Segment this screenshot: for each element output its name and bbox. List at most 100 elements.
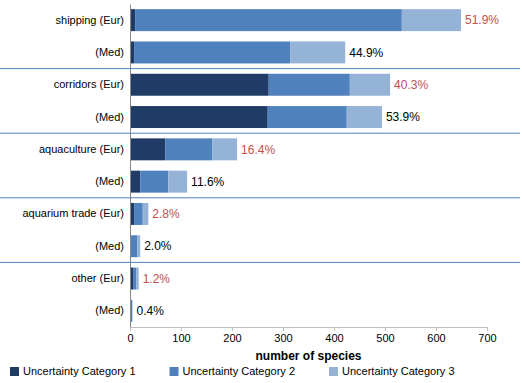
annotation: 53.9%: [386, 110, 420, 124]
x-tick: 300: [274, 327, 292, 344]
series: [131, 9, 402, 322]
x-axis-line: [131, 328, 488, 332]
x-tick-label: 300: [274, 332, 292, 344]
bar-segment: [212, 138, 237, 160]
bar-segment: [133, 268, 136, 290]
series: [132, 9, 461, 322]
y-tick-label: shipping (Eur): [56, 14, 124, 26]
x-tick-mark: [130, 327, 131, 331]
legend-label: Uncertainty Category 1: [23, 365, 136, 377]
x-tick-mark: [232, 327, 233, 331]
annotation: 0.4%: [137, 304, 165, 318]
group-separator: [0, 133, 520, 134]
bar-segment: [290, 41, 345, 63]
group-separator: [0, 197, 520, 198]
bar-segment: [350, 74, 390, 96]
annotations: 51.9% 44.9% 40.3% 53.9% 16.4% 11.6% 2.8% 2.0% 1.…: [137, 13, 500, 318]
x-tick-mark: [181, 327, 182, 331]
legend-item: Uncertainty Category 1: [10, 365, 136, 377]
x-tick-label: 100: [172, 332, 190, 344]
y-tick-label: other (Eur): [71, 272, 124, 284]
y-tick-label: aquaculture (Eur): [39, 143, 124, 155]
y-tick-label: (Med): [95, 111, 124, 123]
bar-segment: [134, 41, 290, 63]
chart: 51.9% 44.9% 40.3% 53.9% 16.4% 11.6% 2.8% 2.0% 1.…: [0, 0, 522, 383]
bar-segment: [130, 138, 165, 160]
separators: [0, 69, 520, 263]
bar-segment: [134, 203, 143, 225]
y-tick: aquarium trade (Eur): [23, 207, 131, 219]
x-tick-mark: [283, 327, 284, 331]
y-tick: corridors (Eur): [54, 78, 130, 90]
annotation: 2.8%: [152, 207, 180, 221]
bar-segment: [130, 106, 268, 128]
y-tick-label: corridors (Eur): [54, 78, 124, 90]
plot: 51.9% 44.9% 40.3% 53.9% 16.4% 11.6% 2.8% 2.0% 1.…: [23, 5, 500, 344]
bar-segment: [131, 235, 137, 257]
bar-segment: [165, 138, 212, 160]
bars: [130, 9, 461, 322]
legend-item: Uncertainty Category 3: [329, 365, 455, 377]
bar-segment: [143, 203, 149, 225]
x-tick-label: 400: [325, 332, 343, 344]
legend-item: Uncertainty Category 2: [170, 365, 296, 377]
x-tick-label: 700: [478, 332, 496, 344]
y-tick-label: (Med): [95, 240, 124, 252]
y-tick-label: (Med): [95, 175, 124, 187]
x-tick: 500: [376, 327, 394, 344]
x-axis-title: number of species: [255, 349, 361, 363]
x-tick: 200: [223, 327, 241, 344]
legend-label: Uncertainty Category 3: [342, 365, 455, 377]
bar-segment: [140, 171, 168, 193]
x-tick: 700: [478, 327, 496, 344]
y-tick: (Med): [95, 240, 130, 252]
annotation: 44.9%: [349, 46, 383, 60]
bar-segment: [347, 106, 382, 128]
y-tick: (Med): [95, 46, 130, 58]
bar-segment: [136, 268, 139, 290]
y-axis: shipping (Eur) (Med) corridors (Eur) (Med) a…: [23, 5, 131, 328]
y-tick: shipping (Eur): [56, 14, 130, 26]
y-tick: (Med): [95, 304, 130, 316]
legend-swatch: [170, 367, 179, 376]
x-tick-mark: [334, 327, 335, 331]
bar-segment: [130, 171, 140, 193]
annotation: 40.3%: [394, 78, 428, 92]
y-tick: aquaculture (Eur): [39, 143, 130, 155]
x-tick: 100: [172, 327, 190, 344]
x-tick: 600: [427, 327, 445, 344]
annotation: 1.2%: [143, 272, 171, 286]
legend: Uncertainty Category 1 Uncertainty Catego…: [10, 365, 455, 377]
bar-segment: [402, 9, 461, 31]
y-tick-label: aquarium trade (Eur): [23, 207, 125, 219]
bar-segment: [268, 106, 347, 128]
annotation: 11.6%: [191, 175, 224, 189]
y-tick: (Med): [95, 175, 130, 187]
group-separator: [0, 262, 520, 263]
legend-label: Uncertainty Category 2: [183, 365, 296, 377]
group-separator: [0, 68, 520, 69]
annotation: 16.4%: [241, 143, 275, 157]
y-axis-line: [130, 5, 131, 328]
bar-segment: [130, 74, 269, 96]
x-tick-label: 200: [223, 332, 241, 344]
bar-segment: [132, 300, 134, 322]
bar-segment: [168, 171, 187, 193]
y-tick-label: (Med): [95, 46, 124, 58]
bar-segment: [269, 74, 350, 96]
x-tick-label: 600: [427, 332, 445, 344]
annotation: 2.0%: [144, 239, 172, 253]
bar-segment: [137, 235, 140, 257]
legend-swatch: [329, 367, 338, 376]
legend-swatch: [10, 367, 19, 376]
x-tick-mark: [385, 327, 386, 331]
x-tick: 400: [325, 327, 343, 344]
x-tick-mark: [436, 327, 437, 331]
annotation: 51.9%: [465, 13, 499, 27]
bar-segment: [135, 9, 402, 31]
x-axis: 0100200300400500600700: [127, 327, 496, 344]
y-tick: (Med): [95, 111, 130, 123]
y-tick: other (Eur): [71, 272, 130, 284]
y-tick-label: (Med): [95, 304, 124, 316]
x-tick-label: 500: [376, 332, 394, 344]
